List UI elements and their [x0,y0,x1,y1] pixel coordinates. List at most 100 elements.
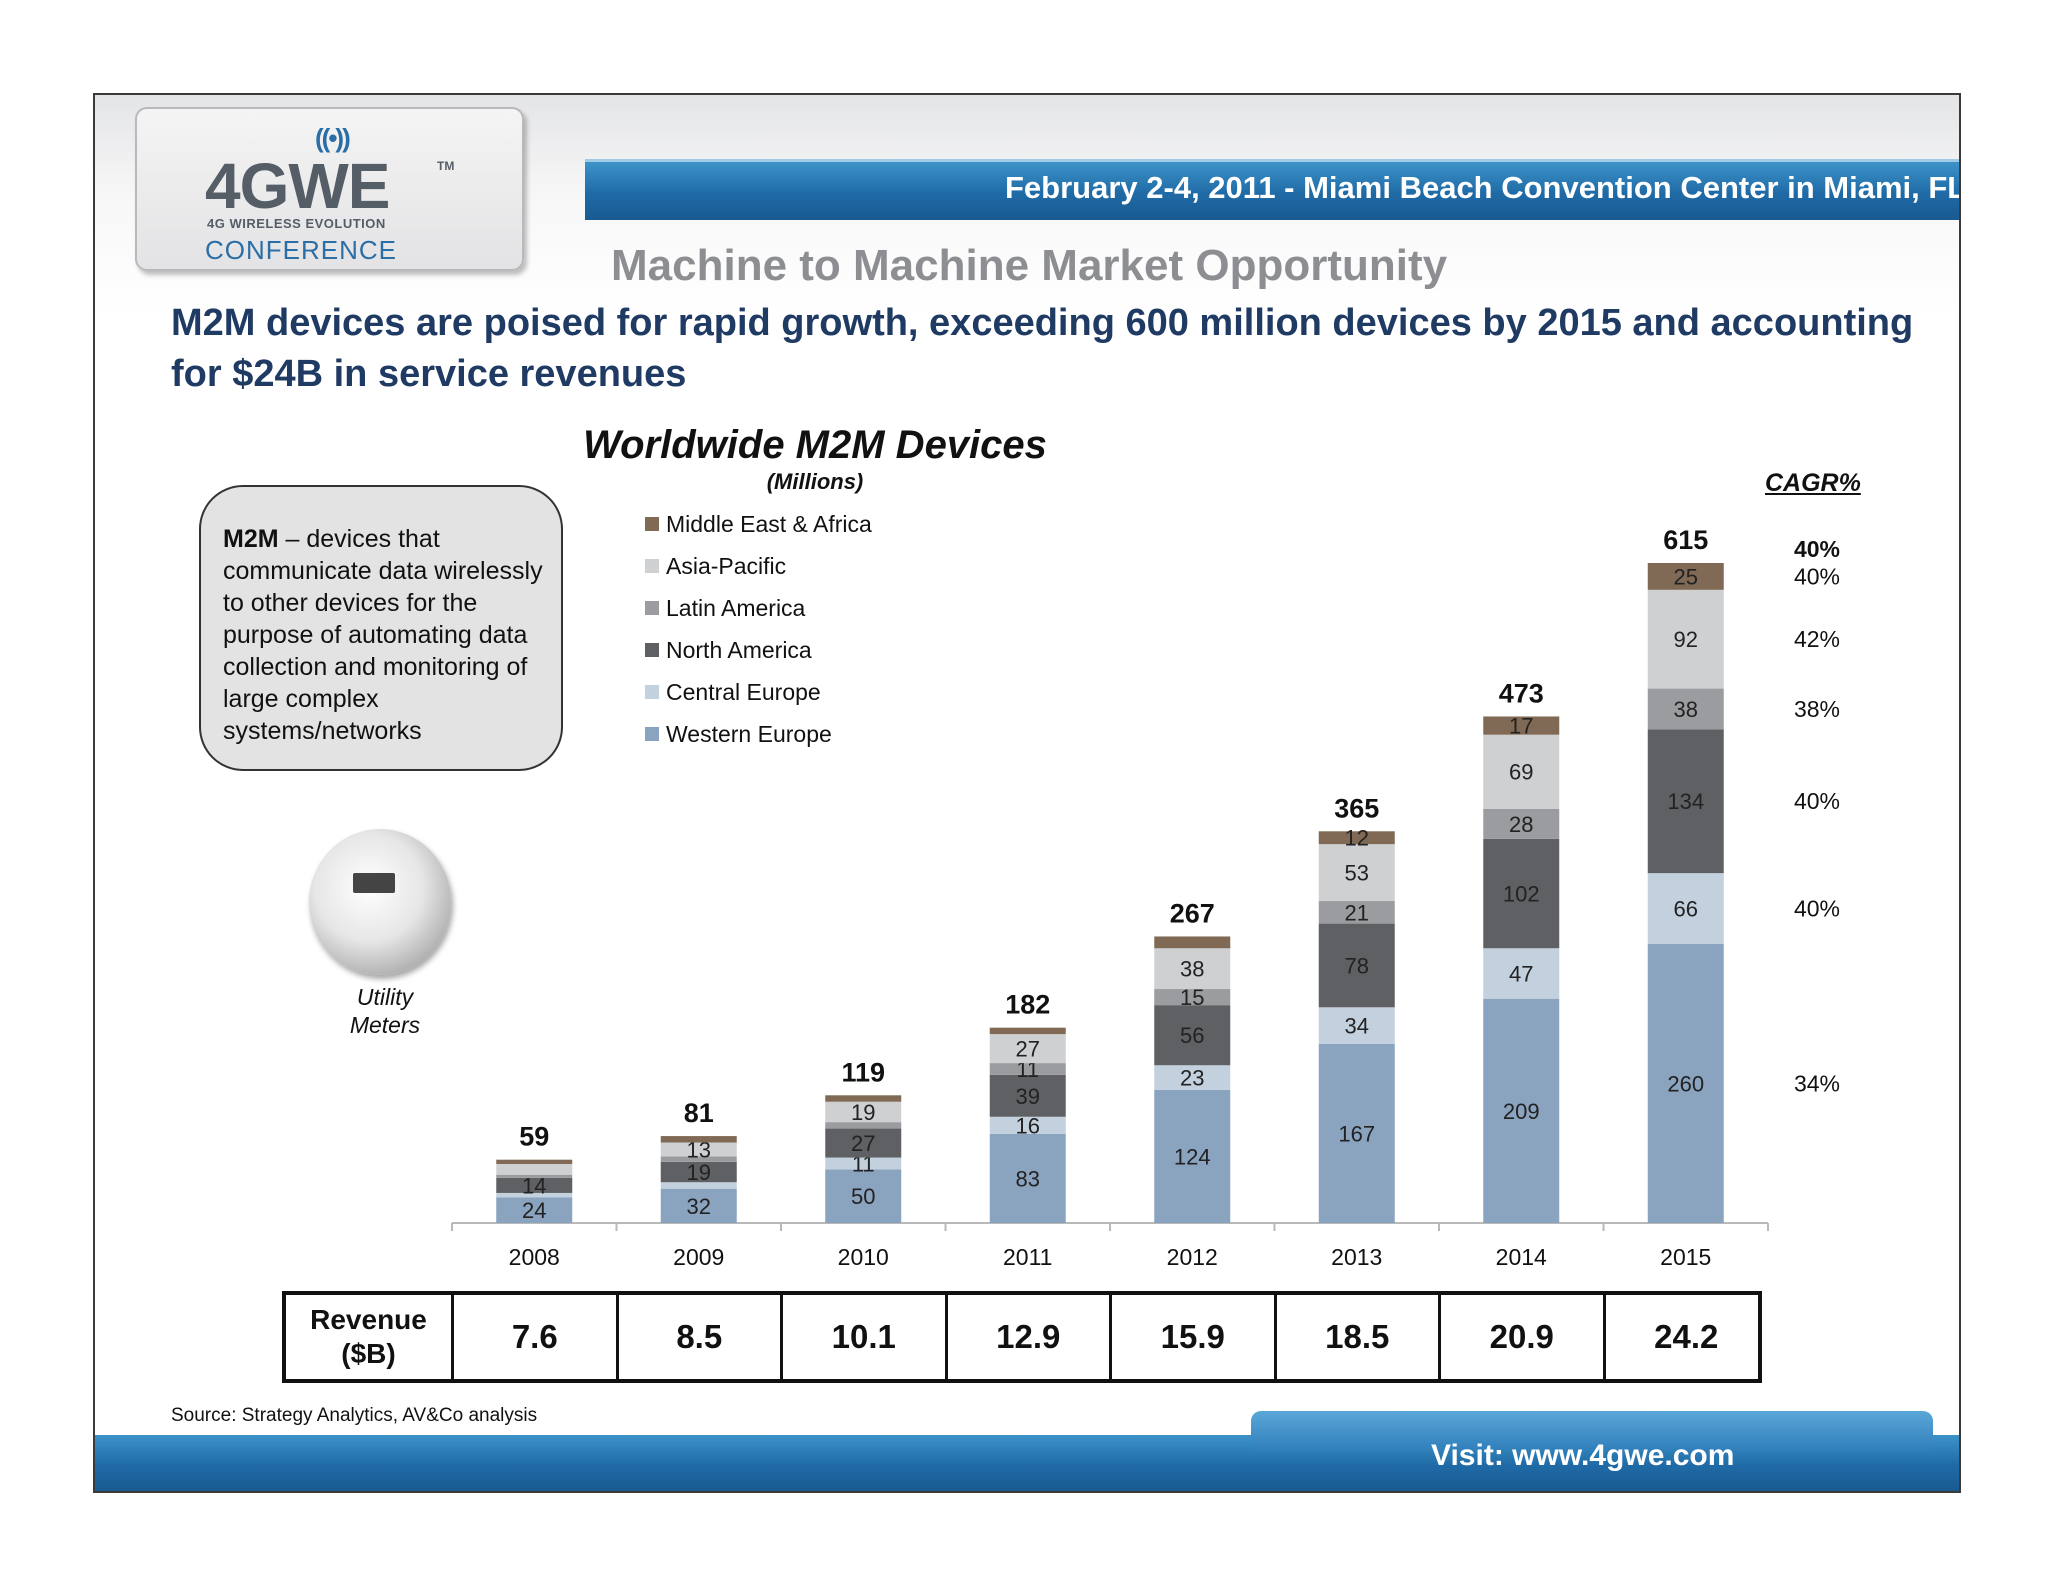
bar-total-label: 182 [1005,990,1050,1020]
bar-segment [496,1163,573,1175]
bar-segment [1154,948,1231,990]
meter-caption-line1: Utility [356,984,414,1010]
data-label: 66 [1674,897,1698,922]
data-label: 50 [851,1184,875,1209]
bar-segment [989,1116,1066,1134]
bar-segment [1647,943,1724,1223]
bar-segment [660,1188,737,1223]
bar-segment [1318,831,1395,845]
stacked-bar-chart: 2414592008321913812009501127191192010831… [451,525,1840,1270]
revenue-label-line1: Revenue [310,1304,427,1335]
chart-title: Worldwide M2M Devices [583,423,1047,467]
legend-label: Middle East & Africa [666,510,872,537]
revenue-value: 18.5 [1273,1295,1439,1379]
callout-term: M2M [223,525,279,553]
bar-segment [1154,989,1231,1006]
data-label: 167 [1338,1121,1375,1146]
data-label: 47 [1509,961,1533,986]
cagr-value: 38% [1794,696,1840,722]
data-label: 32 [687,1194,711,1219]
x-tick-label: 2013 [1331,1244,1382,1270]
revenue-value: 7.6 [451,1295,616,1379]
bar-total-label: 267 [1170,898,1215,928]
bar-segment [1318,1043,1395,1223]
revenue-label: Revenue ($B) [286,1295,451,1379]
legend-item: Central Europe [645,671,872,713]
bar-segment [496,1159,573,1164]
wireless-signal-icon: ((•)) [315,123,351,153]
data-label: 92 [1674,627,1698,652]
meter-display [353,873,395,893]
cagr-value: 40% [1794,788,1840,814]
x-tick-label: 2010 [838,1244,889,1270]
data-label: 209 [1503,1099,1540,1124]
data-label: 39 [1016,1084,1040,1109]
bar-segment [1154,1089,1231,1223]
data-label: 38 [1674,697,1698,722]
callout-definition: – devices that communicate data wireless… [223,525,543,745]
bar-segment [1483,998,1560,1223]
bar-total-label: 59 [519,1122,549,1152]
bar-segment [1318,844,1395,902]
legend-swatch [645,559,659,573]
bar-segment [989,1063,1066,1075]
slide-title: Machine to Machine Market Opportunity [611,241,1448,290]
data-label: 27 [1016,1037,1040,1062]
data-label: 78 [1345,953,1369,978]
bar-segment [989,1034,1066,1064]
legend-item: Middle East & Africa [645,503,872,545]
bar-segment [496,1197,573,1223]
bar-segment [1483,948,1560,999]
bar-total-label: 81 [684,1098,714,1128]
cagr-header: CAGR% [1765,469,1861,497]
bar-segment [1483,808,1560,839]
x-tick-label: 2011 [1003,1244,1052,1270]
conference-logo: ((•)) 4GWE TM 4G WIRELESS EVOLUTION CONF… [135,107,524,271]
data-label: 11 [1016,1057,1039,1082]
bar-segment [1318,901,1395,924]
x-tick-label: 2014 [1496,1244,1547,1270]
revenue-value: 10.1 [780,1295,945,1379]
bar-segment [825,1169,902,1223]
chart-unit-label: (Millions) [766,469,864,494]
bar-segment [1154,1065,1231,1090]
x-tick-label: 2009 [673,1244,724,1270]
bar-segment [660,1161,737,1183]
data-label: 25 [1674,564,1698,589]
data-label: 56 [1180,1023,1204,1048]
utility-meter-icon [309,829,451,975]
data-label: 53 [1345,861,1369,886]
data-label: 19 [687,1160,711,1185]
bar-segment [825,1095,902,1102]
legend-label: North America [666,636,812,663]
bar-segment [660,1182,737,1189]
data-label: 17 [1509,714,1533,739]
slide: February 2-4, 2011 - Miami Beach Convent… [93,93,1961,1493]
headline: M2M devices are poised for rapid growth,… [171,302,1914,395]
data-label: 24 [522,1198,546,1223]
data-label: 19 [851,1100,875,1125]
bar-segment [825,1128,902,1158]
revenue-value: 15.9 [1109,1295,1274,1379]
data-label: 27 [851,1131,875,1156]
cagr-value: 40% [1794,896,1840,922]
legend-item: Western Europe [645,713,872,755]
cagr-total: 40% [1794,536,1840,562]
data-label: 11 [852,1151,875,1176]
date-banner: February 2-4, 2011 - Miami Beach Convent… [585,159,1959,220]
visit-link[interactable]: Visit: www.4gwe.com [1431,1439,1735,1472]
legend-swatch [645,517,659,531]
bar-segment [825,1122,902,1129]
legend-swatch [645,643,659,657]
legend-swatch [645,601,659,615]
data-label: 21 [1345,900,1369,925]
bar-segment [660,1142,737,1157]
chart-legend: Middle East & Africa Asia-Pacific Latin Am… [645,503,872,755]
data-label: 260 [1667,1071,1704,1096]
bar-segment [1318,1007,1395,1044]
bar-segment [825,1157,902,1170]
bar-segment [1483,716,1560,735]
legend-item: Latin America [645,587,872,629]
legend-swatch [645,685,659,699]
bar-segment [660,1156,737,1162]
